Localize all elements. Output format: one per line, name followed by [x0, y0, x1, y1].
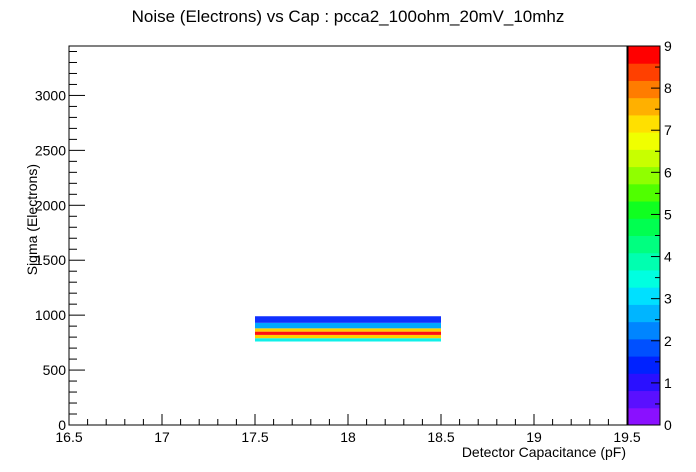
x-tick-label: 18: [340, 429, 356, 445]
color-scale-swatch: [628, 390, 660, 409]
y-tick-label: 2500: [35, 142, 66, 158]
y-tick-label: 3000: [35, 87, 66, 103]
x-tick-label: 18.5: [427, 429, 454, 445]
color-scale-label: 8: [664, 80, 672, 96]
heatmap-cell-4: [255, 322, 441, 329]
heatmap-cell-1: [255, 334, 441, 339]
color-scale-swatch: [628, 269, 660, 288]
color-scale-swatch: [628, 338, 660, 357]
color-scale-swatch: [628, 149, 660, 168]
x-tick-label: 16.5: [55, 429, 82, 445]
heatmap-cell-3: [255, 328, 441, 332]
color-scale-swatch: [628, 287, 660, 305]
y-tick-label: 0: [58, 417, 66, 433]
y-axis: 0 500 1000 1500 2000 2500 3000: [35, 50, 85, 433]
color-scale-swatch: [628, 373, 660, 392]
color-scale-swatch: [628, 166, 660, 185]
heatmap-cell-2: [255, 331, 441, 335]
color-scale-label: 3: [664, 291, 672, 307]
heatmap-cell-5: [255, 316, 441, 323]
y-tick-label: 1500: [35, 252, 66, 268]
x-tick-label: 17: [154, 429, 170, 445]
color-scale-label: 0: [664, 417, 672, 433]
heatmap-cells: [255, 316, 441, 342]
color-scale-label: 4: [664, 249, 672, 265]
color-scale-swatch: [628, 97, 660, 116]
color-scale-label: 5: [664, 206, 672, 222]
color-scale-swatch: [628, 304, 660, 323]
x-tick-label: 19.5: [613, 429, 640, 445]
color-scale-label: 1: [664, 375, 672, 391]
color-scale-swatch: [628, 252, 660, 271]
color-scale-bar: 0 1 2 3 4 5 6 7 8 9: [627, 38, 672, 433]
color-scale-label: 9: [664, 38, 672, 54]
color-scale-swatch: [628, 235, 660, 254]
color-scale-swatch: [628, 63, 660, 81]
color-scale-label: 7: [664, 122, 672, 138]
color-scale-swatch: [628, 80, 660, 99]
x-tick-label: 19: [526, 429, 542, 445]
y-tick-label: 2000: [35, 197, 66, 213]
color-scale-swatch: [628, 407, 660, 426]
chart-title: Noise (Electrons) vs Cap : pcca2_100ohm_…: [132, 7, 565, 26]
heatmap-cell-0: [255, 338, 441, 342]
color-scale-swatch: [628, 201, 660, 219]
y-tick-label: 1000: [35, 307, 66, 323]
color-scale-swatch: [628, 321, 660, 340]
color-scale-swatch: [628, 183, 660, 202]
color-scale-swatch: [628, 132, 660, 150]
color-scale-swatch: [628, 356, 660, 374]
plot-frame: [68, 45, 628, 426]
x-axis: 16.5 17 17.5 18 18.5 19 19.5: [55, 414, 641, 445]
y-axis-label: Sigma (Electrons): [24, 164, 40, 275]
x-tick-label: 17.5: [241, 429, 268, 445]
color-scale-swatch: [628, 218, 660, 236]
color-scale-label: 6: [664, 164, 672, 180]
x-axis-label: Detector Capacitance (pF): [462, 444, 626, 460]
color-scale-swatch: [628, 114, 660, 133]
y-tick-label: 500: [43, 362, 67, 378]
color-scale-label: 2: [664, 333, 672, 349]
color-scale-swatch: [628, 46, 660, 64]
